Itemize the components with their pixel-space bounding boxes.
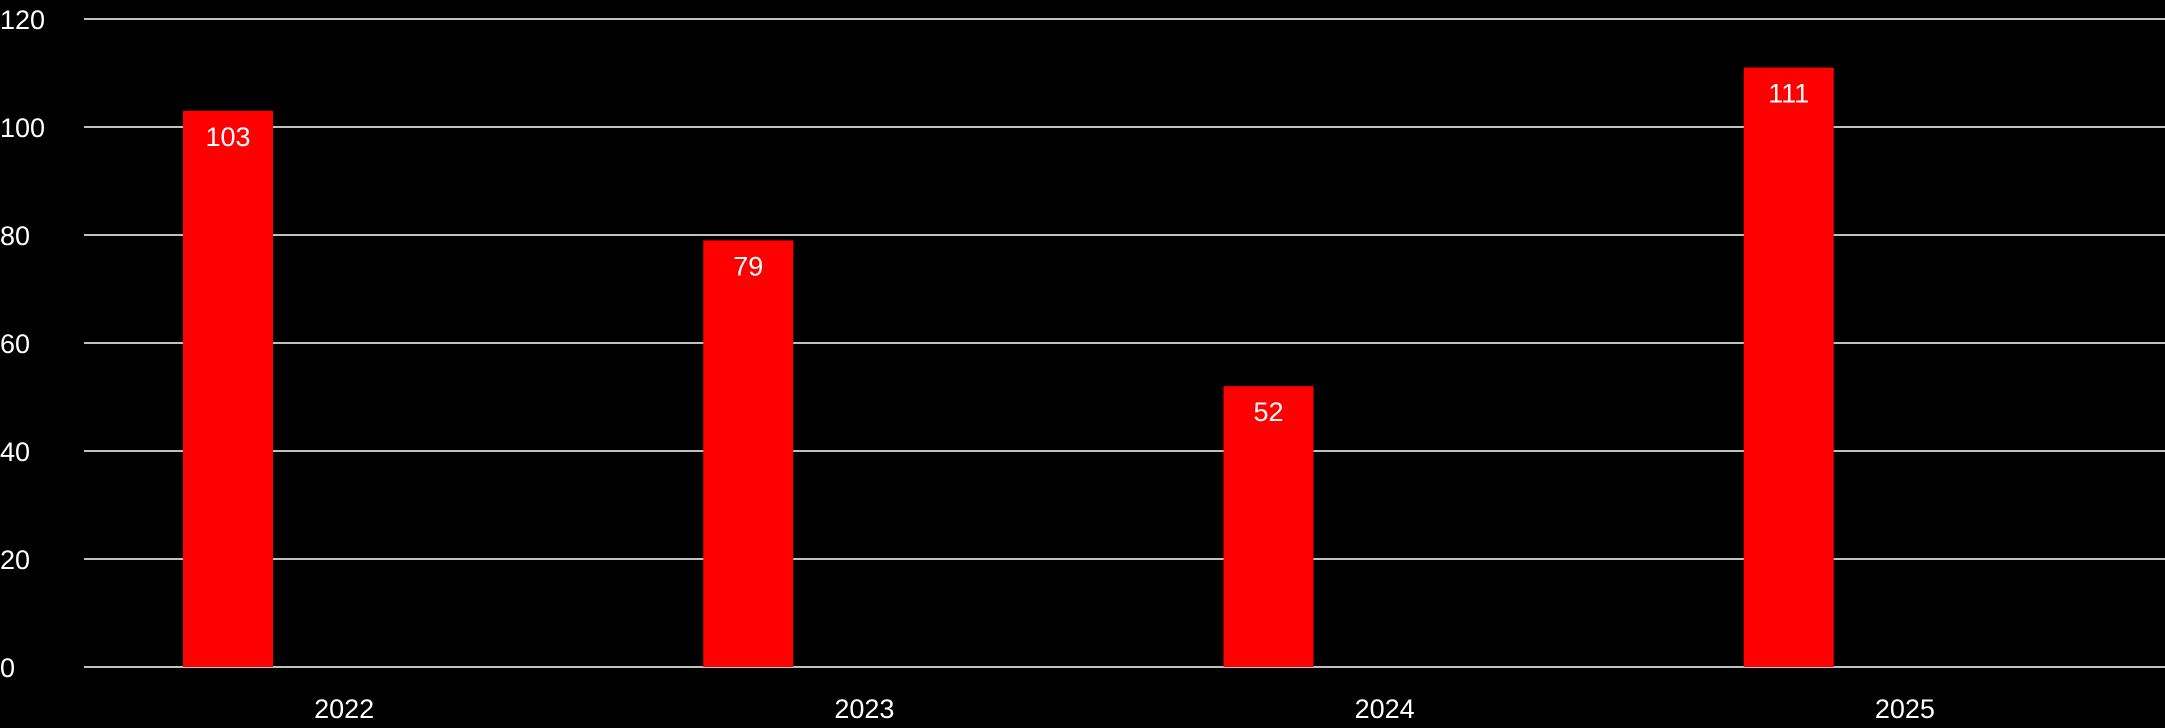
x-tick-label-2023: 2023 [834, 694, 894, 724]
x-tick-label-2024: 2024 [1355, 694, 1415, 724]
data-label-2024: 52 [1253, 397, 1283, 427]
bar-2025 [1743, 67, 1834, 668]
data-label-2022: 103 [205, 122, 250, 152]
data-label-2023: 79 [733, 251, 763, 281]
gridlines [84, 18, 2165, 668]
y-tick-label: 80 [0, 221, 30, 251]
data-label-2025: 111 [1768, 79, 1809, 109]
bar-2022 [183, 110, 273, 668]
y-tick-label: 60 [0, 329, 30, 359]
x-tick-label-2025: 2025 [1875, 694, 1935, 724]
x-axis-ticks: 2022 2023 2024 2025 [314, 694, 1935, 724]
bar-2023 [703, 240, 794, 667]
y-tick-label: 100 [0, 113, 45, 143]
x-tick-label-2022: 2022 [314, 694, 374, 724]
bars [183, 67, 1834, 668]
y-tick-label: 120 [0, 5, 45, 35]
data-labels: 103 79 52 111 [205, 79, 1809, 428]
bar-2024 [1223, 386, 1314, 667]
y-axis-ticks: 0 20 40 60 80 100 120 [0, 5, 45, 683]
y-tick-label: 40 [0, 437, 30, 467]
y-tick-label: 20 [0, 545, 30, 575]
y-tick-label: 0 [0, 653, 15, 683]
